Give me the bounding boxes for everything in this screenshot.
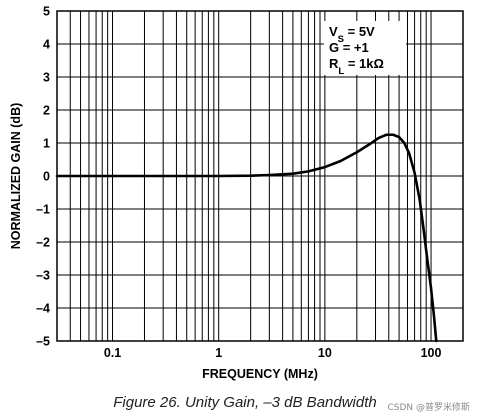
y-tick-label: 4 — [43, 38, 50, 52]
y-tick-label: 0 — [43, 170, 50, 184]
annotation-line: RL = 1kΩ — [329, 56, 384, 77]
y-tick-label: 5 — [43, 5, 50, 19]
x-tick-label: 10 — [318, 346, 332, 360]
x-tick-labels: 0.1 1 10 100 — [104, 346, 442, 360]
y-tick-label: 2 — [43, 104, 50, 118]
y-tick-label: 3 — [43, 71, 50, 85]
y-tick-labels: 5 4 3 2 1 0 –1 –2 –3 –4 –5 — [36, 5, 50, 349]
watermark: CSDN @普罗米修斯 — [387, 401, 470, 413]
y-tick-label: –1 — [36, 203, 50, 217]
annotation-line: G = +1 — [329, 40, 369, 55]
annotation-line: VS = 5V — [329, 24, 375, 45]
y-tick-label: –4 — [36, 302, 50, 316]
figure-caption: Figure 26. Unity Gain, –3 dB Bandwidth — [113, 394, 376, 411]
x-tick-label: 0.1 — [104, 346, 121, 360]
series-line — [55, 133, 438, 343]
x-axis-label: FREQUENCY (MHz) — [202, 367, 318, 381]
x-tick-label: 100 — [421, 346, 442, 360]
chart-series — [55, 133, 438, 343]
y-tick-label: –3 — [36, 269, 50, 283]
y-tick-label: –2 — [36, 236, 50, 250]
plot-frame — [56, 10, 464, 342]
y-tick-label: –5 — [36, 335, 50, 349]
y-axis-label: NORMALIZED GAIN (dB) — [9, 103, 23, 250]
annotation-background — [324, 21, 406, 75]
conditions-annotation: VS = 5VG = +1RL = 1kΩ — [324, 21, 406, 77]
x-tick-label: 1 — [215, 346, 222, 360]
y-tick-label: 1 — [43, 137, 50, 151]
